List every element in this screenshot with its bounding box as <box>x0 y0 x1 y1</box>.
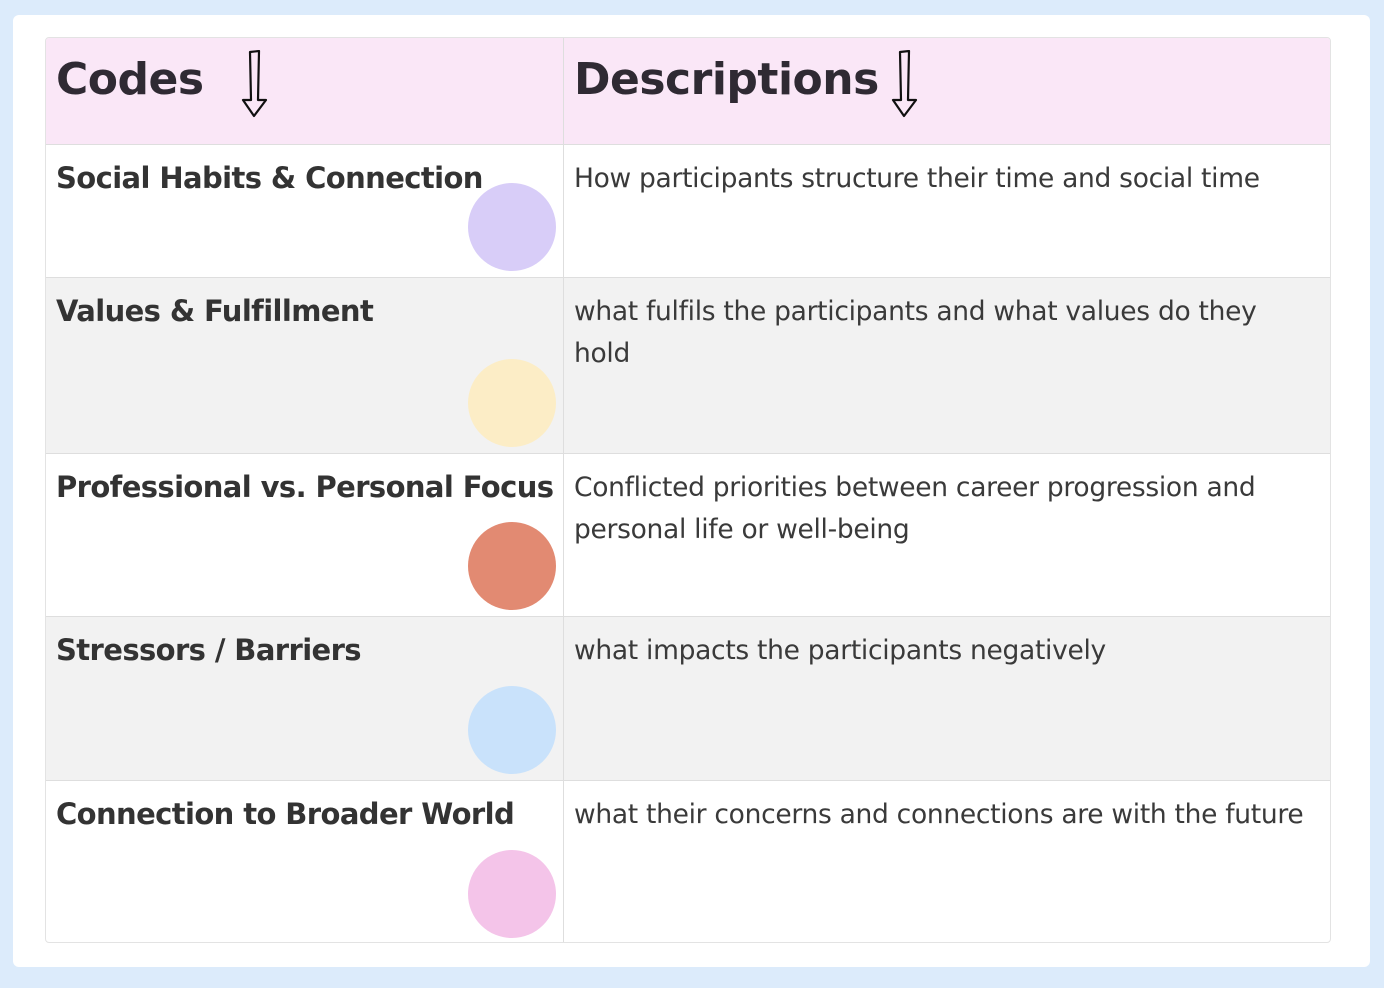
description-text: what fulfils the participants and what v… <box>574 296 1257 369</box>
description-cell[interactable]: what fulfils the participants and what v… <box>564 278 1330 453</box>
codes-table: Codes Descriptions Social Habits & Conne… <box>45 37 1331 943</box>
description-cell[interactable]: How participants structure their time an… <box>564 145 1330 277</box>
description-text: Conflicted priorities between career pro… <box>574 472 1256 545</box>
arrow-down-icon <box>241 50 268 118</box>
table-row: Professional vs. Personal Focus Conflict… <box>46 454 1330 617</box>
description-cell[interactable]: what impacts the participants negatively <box>564 617 1330 780</box>
code-cell[interactable]: Connection to Broader World <box>46 781 564 942</box>
code-label: Values & Fulfillment <box>56 294 374 328</box>
code-cell[interactable]: Professional vs. Personal Focus <box>46 454 564 616</box>
descriptions-header-title: Descriptions <box>574 54 879 105</box>
color-swatch[interactable] <box>468 359 556 447</box>
table-row: Values & Fulfillment what fulfils the pa… <box>46 278 1330 454</box>
table-row: Social Habits & Connection How participa… <box>46 145 1330 278</box>
code-label: Stressors / Barriers <box>56 633 362 667</box>
color-swatch[interactable] <box>468 183 556 271</box>
table-row: Stressors / Barriers what impacts the pa… <box>46 617 1330 781</box>
description-text: what impacts the participants negatively <box>574 635 1106 666</box>
header-cell-descriptions[interactable]: Descriptions <box>564 38 1330 144</box>
description-text: what their concerns and connections are … <box>574 799 1304 830</box>
code-cell[interactable]: Social Habits & Connection <box>46 145 564 277</box>
header-cell-codes[interactable]: Codes <box>46 38 564 144</box>
board-card: Codes Descriptions Social Habits & Conne… <box>13 15 1370 967</box>
code-cell[interactable]: Stressors / Barriers <box>46 617 564 780</box>
code-label: Social Habits & Connection <box>56 161 483 195</box>
color-swatch[interactable] <box>468 850 556 938</box>
color-swatch[interactable] <box>468 522 556 610</box>
description-cell[interactable]: Conflicted priorities between career pro… <box>564 454 1330 616</box>
codes-header-title: Codes <box>56 54 204 105</box>
color-swatch[interactable] <box>468 686 556 774</box>
table-header-row: Codes Descriptions <box>46 38 1330 145</box>
description-text: How participants structure their time an… <box>574 163 1260 194</box>
arrow-down-icon <box>891 50 918 118</box>
code-label: Connection to Broader World <box>56 797 515 831</box>
description-cell[interactable]: what their concerns and connections are … <box>564 781 1330 942</box>
code-label: Professional vs. Personal Focus <box>56 470 554 504</box>
table-row: Connection to Broader World what their c… <box>46 781 1330 942</box>
code-cell[interactable]: Values & Fulfillment <box>46 278 564 453</box>
